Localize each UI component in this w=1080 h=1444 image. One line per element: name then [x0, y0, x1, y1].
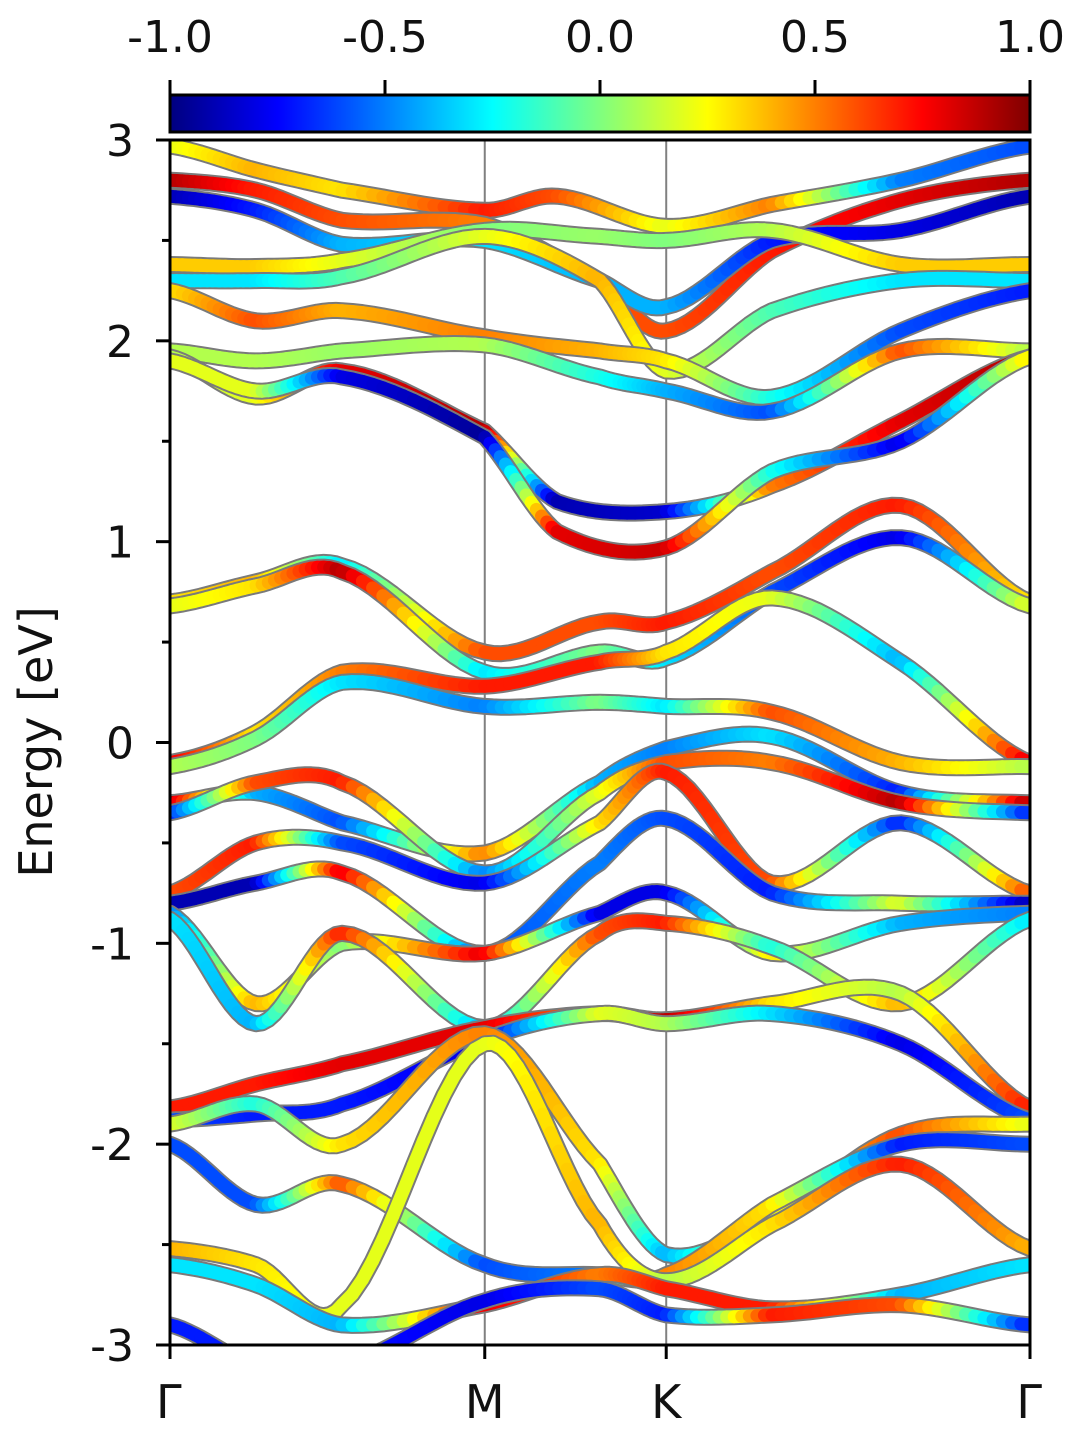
band-segment	[330, 1367, 336, 1369]
band-segment	[317, 1370, 323, 1371]
y-axis-ticks: -3 -2 -1 0 1 2 3	[90, 116, 170, 1372]
band-segment	[336, 1365, 342, 1367]
colorbar-gradient	[170, 95, 1030, 132]
band-segment	[324, 1369, 330, 1370]
band-segment	[268, 1368, 274, 1369]
y-tick-label: 2	[106, 317, 134, 368]
y-tick-label: -3	[90, 1321, 134, 1372]
y-tick-label: 0	[106, 719, 134, 770]
y-tick-label: 3	[106, 116, 134, 167]
band-segment	[225, 1352, 231, 1355]
band-segment	[256, 1365, 262, 1366]
y-axis-label: Energy [eV]	[9, 606, 63, 877]
band-segment	[219, 1349, 225, 1353]
band-segment	[274, 1369, 280, 1370]
band-segment	[238, 1358, 244, 1361]
band-segment	[342, 1362, 352, 1365]
colorbar-tick-label: 0.5	[780, 12, 850, 63]
band-segment	[262, 1367, 268, 1368]
band-segment	[287, 1371, 293, 1372]
colorbar-tick-label: 0.0	[565, 12, 635, 63]
band-segment	[373, 1350, 383, 1355]
colorbar-ticks: -1.0 -0.5 0.0 0.5 1.0	[127, 12, 1065, 95]
plot-area: -3 -2 -1 0 1 2 3 Γ M K Γ	[90, 116, 1042, 1429]
band-segment	[250, 1363, 256, 1365]
colorbar: -1.0 -0.5 0.0 0.5 1.0	[127, 12, 1065, 132]
band-segment	[352, 1359, 362, 1363]
colorbar-tick-label: -0.5	[342, 12, 428, 63]
x-tick-label: M	[465, 1375, 505, 1429]
band-segment	[244, 1361, 250, 1363]
band-segment	[281, 1370, 287, 1371]
y-tick-label: -2	[90, 1120, 134, 1171]
band-segment	[231, 1355, 237, 1358]
x-tick-label: Γ	[156, 1375, 182, 1429]
colorbar-tick-label: 1.0	[995, 12, 1065, 63]
x-tick-label: K	[651, 1375, 683, 1429]
y-tick-label: 1	[106, 518, 134, 569]
y-tick-label: -1	[90, 919, 134, 970]
band-segment	[311, 1371, 317, 1372]
band-segment	[362, 1355, 372, 1359]
colorbar-tick-label: -1.0	[127, 12, 213, 63]
x-tick-label: Γ	[1016, 1375, 1042, 1429]
